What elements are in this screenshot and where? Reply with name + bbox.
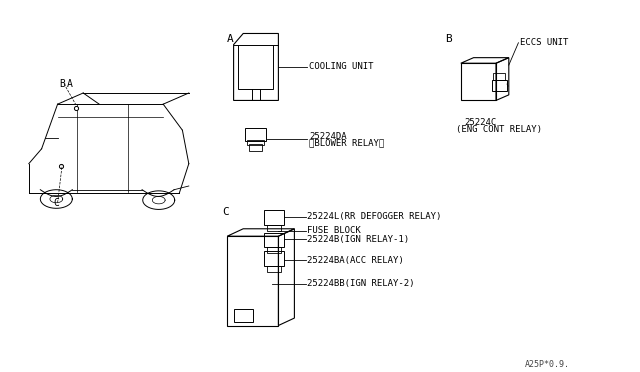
Text: B: B [59,79,65,89]
Bar [249,144,262,151]
Bar [247,140,264,145]
Text: C: C [53,198,59,208]
Bar [238,45,273,89]
Bar [492,80,507,91]
Text: C: C [222,207,229,217]
Text: (ENG CONT RELAY): (ENG CONT RELAY) [456,125,541,134]
Text: 25224BB(IGN RELAY-2): 25224BB(IGN RELAY-2) [307,279,415,288]
Text: B: B [445,34,452,44]
Text: 《BLOWER RELAY》: 《BLOWER RELAY》 [309,139,385,148]
Text: 25224B(IGN RELAY-1): 25224B(IGN RELAY-1) [307,235,410,244]
Bar [245,128,266,141]
Text: ECCS UNIT: ECCS UNIT [520,38,568,47]
Text: FUSE BLOCK: FUSE BLOCK [307,226,361,235]
Text: 25224DA: 25224DA [309,132,347,141]
Bar [267,225,281,231]
Text: 25224C: 25224C [464,118,496,127]
Text: A25P*0.9.: A25P*0.9. [525,360,570,369]
Bar [267,266,281,272]
Text: A: A [67,79,73,89]
Text: 25224BA(ACC RELAY): 25224BA(ACC RELAY) [307,256,404,265]
Text: COOLING UNIT: COOLING UNIT [309,62,374,71]
Bar [234,309,253,322]
Bar [267,247,281,253]
Bar [493,73,505,80]
Text: A: A [227,34,234,44]
Text: 25224L(RR DEFOGGER RELAY): 25224L(RR DEFOGGER RELAY) [307,212,442,221]
